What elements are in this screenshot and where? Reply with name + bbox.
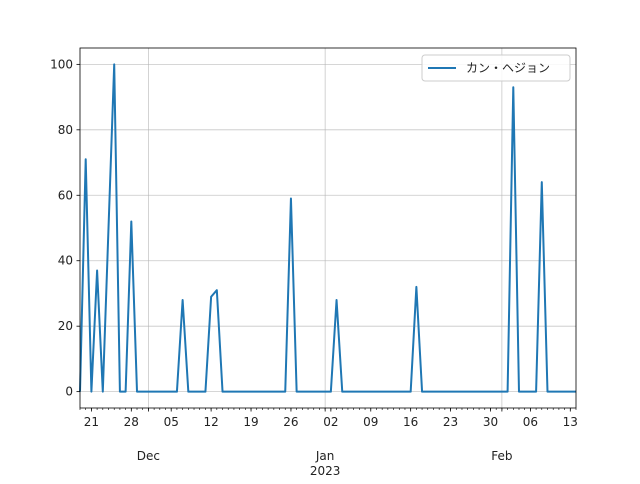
y-tick-label: 20 — [58, 319, 73, 333]
y-tick-label: 0 — [65, 385, 73, 399]
x-tick-label: 30 — [483, 415, 498, 429]
x-year-label: 2023 — [310, 464, 341, 478]
x-tick-label: 12 — [203, 415, 218, 429]
legend-box — [421, 54, 571, 82]
x-tick-label: 19 — [243, 415, 258, 429]
axes: 0 20 40 60 80 100 21 28 05 12 19 26 02 09 16 23 30 06 13 De… — [50, 57, 578, 478]
x-tick-label: 23 — [443, 415, 458, 429]
x-tick-label: 28 — [124, 415, 139, 429]
legend: カン・ヘジョン — [421, 54, 571, 82]
x-month-label: Feb — [491, 449, 512, 463]
y-tick-label: 60 — [58, 188, 73, 202]
y-tick-label: 100 — [50, 57, 73, 71]
x-tick-label: 26 — [283, 415, 298, 429]
y-tick-label: 80 — [58, 123, 73, 137]
plot-area-frame — [79, 47, 577, 409]
x-month-label: Dec — [137, 449, 160, 463]
y-tick-label: 40 — [58, 254, 73, 268]
x-tick-label: 05 — [164, 415, 179, 429]
x-tick-label: 09 — [363, 415, 378, 429]
x-tick-label: 21 — [84, 415, 99, 429]
legend-label: カン・ヘジョン — [466, 61, 550, 75]
series-line — [79, 63, 576, 393]
x-month-label: Jan — [315, 449, 335, 463]
x-tick-label: 02 — [323, 415, 338, 429]
x-tick-label: 16 — [403, 415, 418, 429]
x-tick-label: 06 — [523, 415, 538, 429]
series-layer — [79, 63, 576, 393]
x-tick-label: 13 — [563, 415, 578, 429]
